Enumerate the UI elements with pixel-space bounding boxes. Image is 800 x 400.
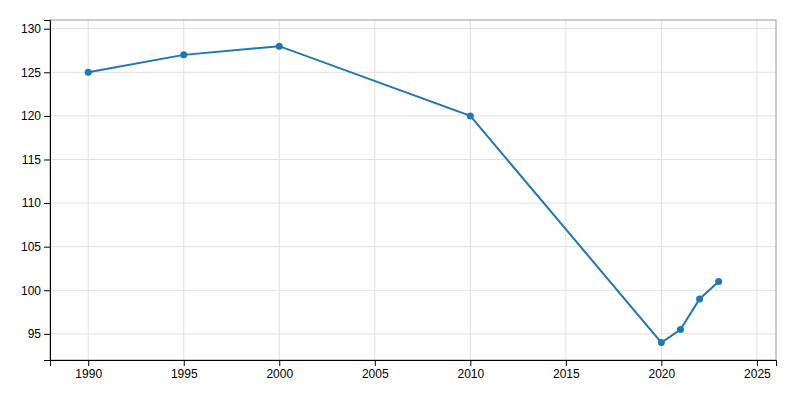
tick-label: 115 <box>22 153 41 167</box>
tick-label: 120 <box>21 109 41 123</box>
grid-line-y <box>50 333 776 334</box>
tick-mark <box>44 72 50 73</box>
marker <box>276 43 283 50</box>
marker <box>677 326 684 333</box>
tick-mark <box>44 29 50 30</box>
axis-line <box>44 21 51 361</box>
tick: 1990 <box>75 360 102 381</box>
grid-line-x <box>470 20 471 360</box>
grid-line-y <box>50 203 776 204</box>
grid-line-x <box>183 20 184 360</box>
tick-label: 95 <box>28 327 42 341</box>
tick-label: 130 <box>21 22 41 36</box>
tick-label: 125 <box>21 66 41 80</box>
tick: 115 <box>22 153 50 167</box>
tick-label: 2025 <box>744 367 771 381</box>
tick-mark <box>44 290 50 291</box>
plot: 1990 1995 2000 2005 2010 2015 2020 2025 95 100 105… <box>21 20 777 381</box>
grid-line-x <box>756 20 757 360</box>
grid-line-y <box>50 115 776 116</box>
tick: 120 <box>21 109 50 123</box>
y-axis: 95 100 105 110 115 120 125 130 <box>21 21 51 361</box>
tick-label: 2000 <box>266 367 293 381</box>
tick: 125 <box>21 66 50 80</box>
grid-line-y <box>50 246 776 247</box>
tick-label: 1995 <box>171 367 198 381</box>
tick-label: 1990 <box>75 367 102 381</box>
tick-mark <box>184 360 185 366</box>
tick-label: 2015 <box>553 367 580 381</box>
tick-mark <box>88 360 89 366</box>
data-layer <box>85 43 722 346</box>
grid <box>50 20 776 360</box>
tick-label: 110 <box>22 196 41 210</box>
chart-container: 1990 1995 2000 2005 2010 2015 2020 2025 95 100 105… <box>0 0 800 400</box>
plot-frame <box>50 20 776 360</box>
grid-line-y <box>50 290 776 291</box>
grid-line-x <box>565 20 566 360</box>
tick: 2010 <box>457 360 484 381</box>
grid-line-y <box>50 28 776 29</box>
chart-svg: 1990 1995 2000 2005 2010 2015 2020 2025 95 100 105… <box>0 0 800 400</box>
marker <box>658 339 665 346</box>
x-axis: 1990 1995 2000 2005 2010 2015 2020 2025 <box>51 360 777 381</box>
tick-mark <box>44 159 50 160</box>
marker <box>180 51 187 58</box>
tick-mark <box>44 247 50 248</box>
grid-line-x <box>374 20 375 360</box>
grid-line-x <box>661 20 662 360</box>
marker <box>715 278 722 285</box>
marker <box>696 295 703 302</box>
tick-mark <box>44 203 50 204</box>
tick-label: 2005 <box>362 367 389 381</box>
tick-label: 105 <box>21 240 41 254</box>
tick-mark <box>661 360 662 366</box>
tick: 130 <box>21 22 50 36</box>
tick: 2015 <box>553 360 580 381</box>
tick: 2020 <box>649 360 676 381</box>
tick: 2025 <box>744 360 771 381</box>
tick-mark <box>470 360 471 366</box>
axis-line <box>51 361 777 367</box>
grid-line-y <box>50 72 776 73</box>
tick-mark <box>279 360 280 366</box>
tick: 2000 <box>266 360 293 381</box>
tick-mark <box>375 360 376 366</box>
tick-label: 100 <box>21 284 41 298</box>
tick: 95 <box>28 327 50 341</box>
tick-mark <box>566 360 567 366</box>
grid-line-x <box>279 20 280 360</box>
tick-mark <box>44 334 50 335</box>
line <box>88 46 718 342</box>
tick-label: 2010 <box>457 367 484 381</box>
tick-mark <box>757 360 758 366</box>
tick: 105 <box>21 240 50 254</box>
marker <box>85 69 92 76</box>
tick: 2005 <box>362 360 389 381</box>
grid-line-y <box>50 159 776 160</box>
marker <box>467 112 474 119</box>
tick-mark <box>44 116 50 117</box>
tick: 1995 <box>171 360 198 381</box>
tick-label: 2020 <box>649 367 676 381</box>
tick: 110 <box>22 196 50 210</box>
tick: 100 <box>21 284 50 298</box>
